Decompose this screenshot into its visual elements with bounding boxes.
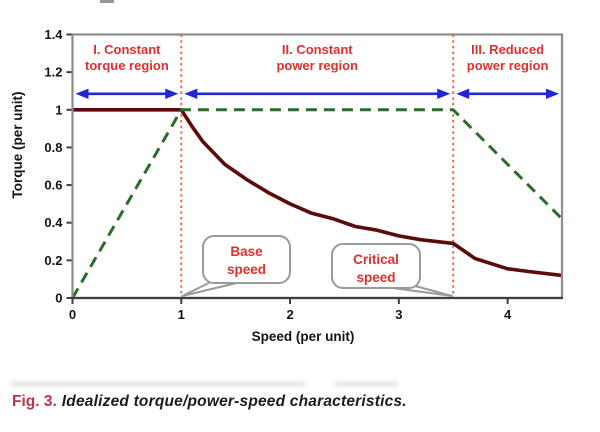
region-3-label-line2: power region: [467, 58, 549, 73]
region-1-label-line1: I. Constant: [93, 42, 161, 57]
plot-area: [72, 34, 562, 298]
x-tick-label: 1: [178, 307, 185, 322]
arrow-right-head-icon: [437, 88, 451, 99]
figure-caption-label: Fig. 3.: [12, 393, 57, 410]
arrow-right-head-icon: [165, 88, 179, 99]
region-1-label-line2: torque region: [85, 58, 169, 73]
arrow-right-head-icon: [546, 88, 559, 99]
region-3-label-line1: III. Reduced: [471, 42, 544, 57]
scan-artifact: [10, 381, 305, 387]
y-tick-label: 1.4: [44, 27, 63, 42]
x-tick-label: 3: [395, 307, 402, 322]
critical-speed-label-line2: speed: [356, 270, 395, 285]
base-speed-label-line1: Base: [230, 244, 263, 259]
base-speed-callout-bubble: [202, 235, 291, 284]
y-tick-label: 1.2: [44, 65, 62, 80]
region-2-label-line2: power region: [276, 58, 358, 73]
y-tick-label: 0.8: [44, 140, 62, 155]
x-tick-label: 4: [504, 307, 512, 322]
scan-artifact: [100, 0, 114, 3]
arrow-left-head-icon: [75, 88, 89, 99]
x-tick-label: 0: [69, 307, 76, 322]
figure-caption-text: Idealized torque/power-speed characteris…: [61, 393, 407, 410]
region-2-label-line1: II. Constant: [282, 42, 353, 57]
base-speed-label-line2: speed: [227, 262, 266, 277]
y-tick-label: 0.2: [44, 253, 62, 268]
x-axis-title: Speed (per unit): [252, 329, 355, 344]
critical-speed-callout-bubble: [331, 243, 421, 289]
arrow-left-head-icon: [184, 88, 198, 99]
y-tick-label: 0: [55, 291, 62, 306]
y-tick-label: 0.6: [44, 178, 62, 193]
scan-artifact: [335, 381, 397, 387]
y-tick-label: 0.4: [44, 215, 63, 230]
figure-caption: Fig. 3. Idealized torque/power-speed char…: [12, 393, 407, 411]
power-curve: [71, 108, 564, 299]
y-tick-label: 1: [55, 102, 62, 117]
arrow-left-head-icon: [456, 88, 470, 99]
critical-speed-label-line1: Critical: [353, 252, 399, 267]
x-tick-label: 2: [286, 307, 293, 322]
torque-curve: [72, 108, 563, 278]
y-axis-title: Torque (per unit): [10, 92, 25, 199]
